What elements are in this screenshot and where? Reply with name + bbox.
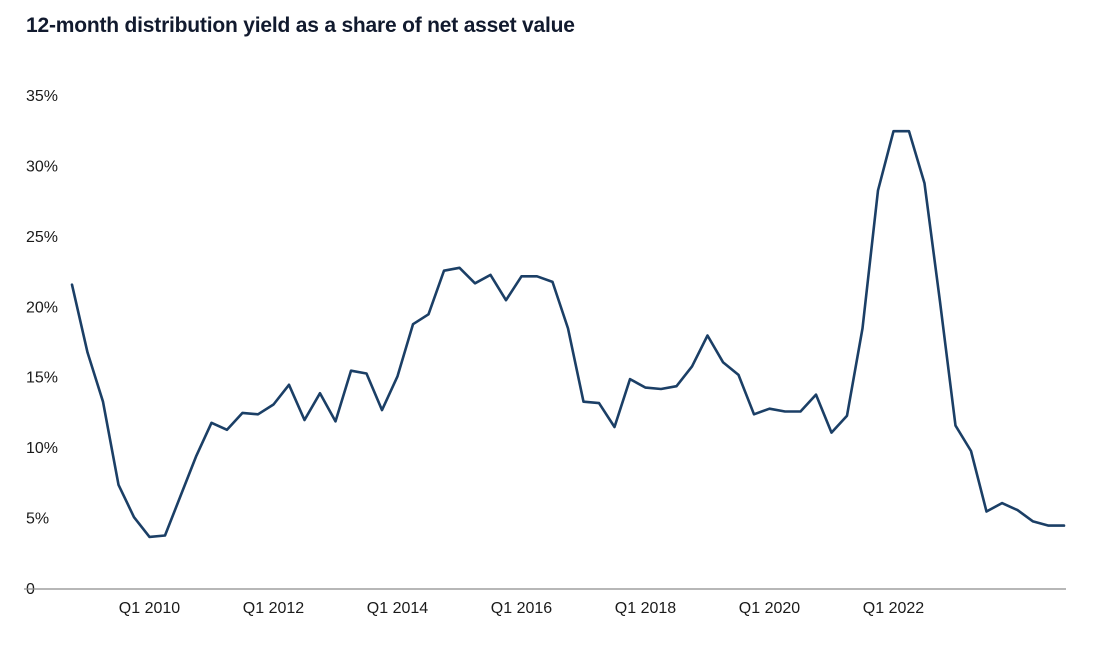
y-tick-label: 10%	[26, 440, 58, 457]
x-tick-label: Q1 2012	[243, 600, 304, 617]
y-tick-label: 30%	[26, 158, 58, 175]
y-tick-label: 35%	[26, 88, 58, 105]
x-axis-labels: Q1 2010 Q1 2012 Q1 2014 Q1 2016 Q1 2018 Q1 20…	[119, 600, 924, 617]
chart-title: 12-month distribution yield as a share o…	[26, 14, 575, 37]
y-tick-label: 20%	[26, 299, 58, 316]
y-axis-labels: 05%10%15%20%25%30%35%	[26, 88, 58, 598]
x-tick-label: Q1 2014	[367, 600, 428, 617]
series-group	[70, 129, 1066, 539]
x-tick-label: Q1 2016	[491, 600, 552, 617]
x-tick-label: Q1 2010	[119, 600, 180, 617]
x-tick-label: Q1 2020	[739, 600, 800, 617]
y-tick-label: 25%	[26, 229, 58, 246]
y-tick-label: 5%	[26, 511, 49, 528]
x-tick-label: Q1 2018	[615, 600, 676, 617]
y-tick-label: 15%	[26, 370, 58, 387]
series-line	[70, 129, 1066, 539]
x-tick-label: Q1 2022	[863, 600, 924, 617]
